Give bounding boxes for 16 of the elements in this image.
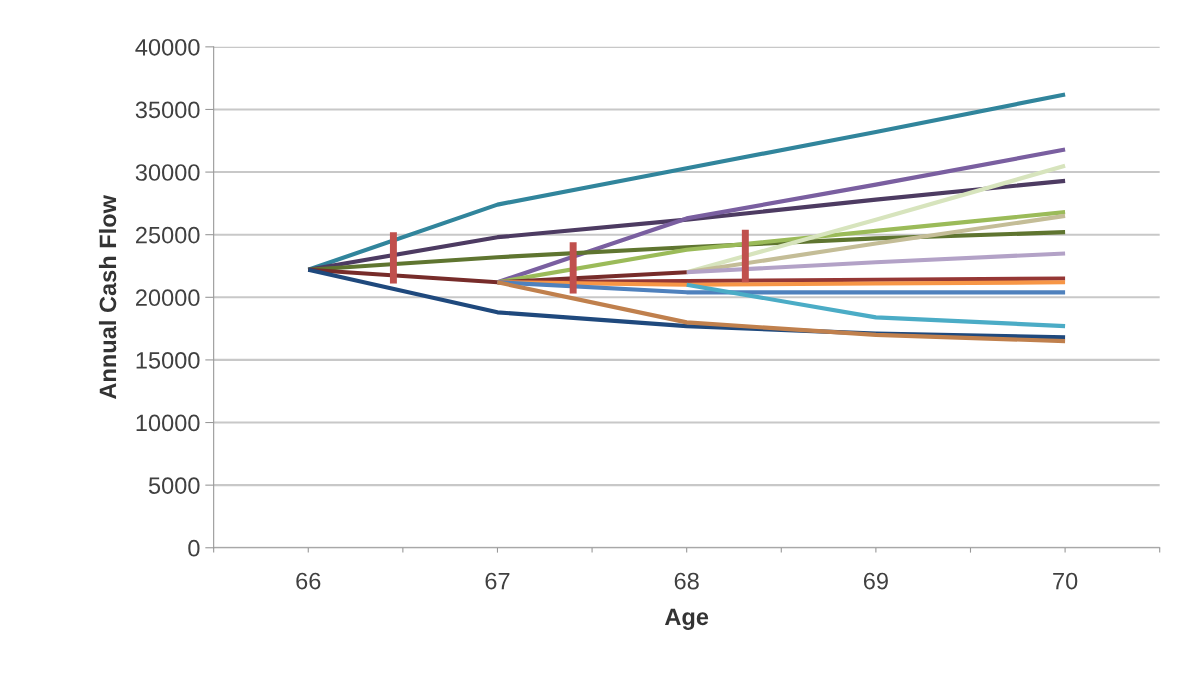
x-tick-label: 69 xyxy=(863,572,888,590)
y-tick-label: 20000 xyxy=(136,289,200,307)
y-tick-label: 25000 xyxy=(136,226,200,244)
y-tick-label: 10000 xyxy=(136,414,200,432)
y-tick-label: 15000 xyxy=(136,351,200,369)
y-tick-label: 40000 xyxy=(135,38,200,56)
x-tick-label: 67 xyxy=(485,572,510,590)
y-tick-label: 35000 xyxy=(135,101,200,119)
x-axis-title: Age xyxy=(664,608,709,630)
x-tick-label: 66 xyxy=(296,572,321,590)
x-tick-label: 70 xyxy=(1053,572,1078,590)
y-tick-label: 0 xyxy=(188,539,200,557)
y-axis-title: Annual Cash Flow xyxy=(98,194,117,400)
x-tick-label: 68 xyxy=(674,572,699,590)
y-tick-label: 5000 xyxy=(148,477,200,494)
y-tick-label: 30000 xyxy=(135,164,200,181)
